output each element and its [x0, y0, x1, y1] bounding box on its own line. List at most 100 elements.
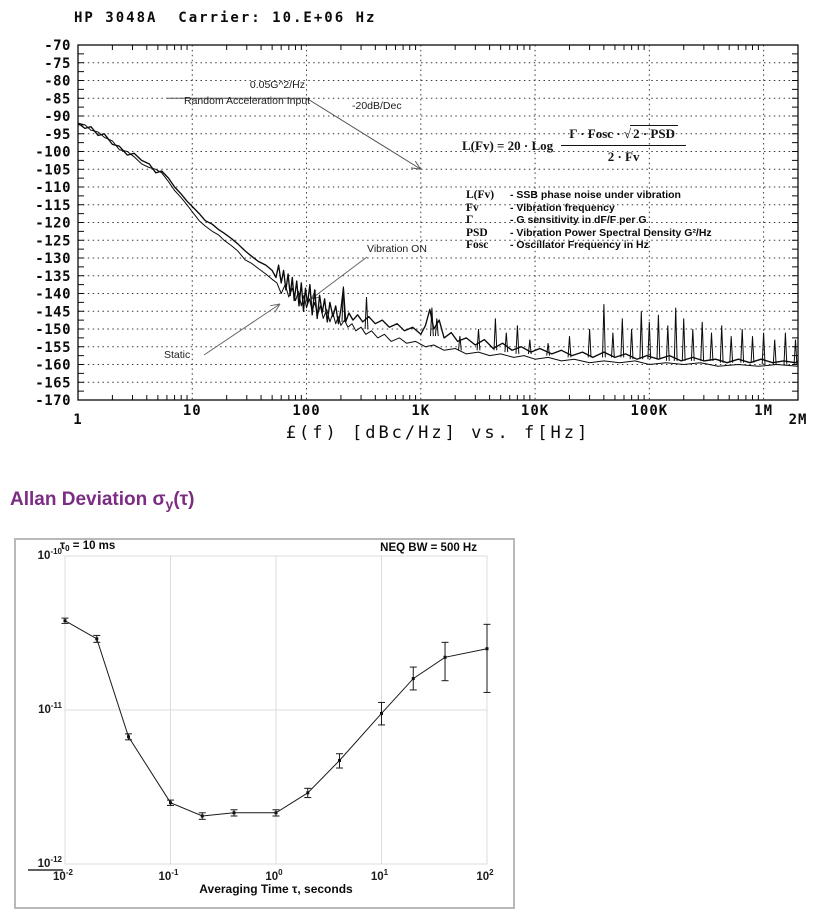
spur	[611, 332, 615, 358]
spur	[772, 339, 777, 365]
data-point-marker	[338, 758, 342, 762]
y-tick-label: -170	[35, 393, 71, 409]
spur	[567, 336, 572, 358]
spur	[793, 339, 798, 365]
x-tick-label: 10-1	[159, 868, 179, 883]
spur	[587, 328, 592, 358]
data-point-marker	[411, 677, 415, 681]
spur	[476, 328, 481, 351]
spur	[700, 321, 705, 361]
y-tick-label: -70	[44, 38, 71, 54]
y-tick-label: -160	[35, 358, 71, 374]
y-tick-label: -155	[35, 340, 71, 356]
x-tick-label: 10-2	[53, 868, 73, 883]
y-tick-label: 10-10	[38, 547, 63, 562]
formula-lhs: L(Fv) = 20 · Log	[462, 137, 554, 153]
data-point-marker	[127, 735, 131, 739]
x-tick-label: 100K	[630, 403, 668, 419]
x-tick-label: 10K	[521, 403, 549, 419]
y-tick-label: -150	[35, 322, 71, 338]
spur	[709, 332, 714, 361]
formula-radicand: 2 · PSD	[630, 125, 678, 141]
x-tick-label: 101	[371, 868, 389, 883]
formula-numerator-prefix: Γ · Fosc ·	[569, 126, 624, 141]
spur	[729, 336, 734, 363]
y-tick-label: -115	[35, 198, 71, 214]
random-acceleration-annotation: Random Acceleration Input	[184, 95, 311, 107]
spur	[690, 328, 695, 361]
x-axis-caption: £(f) [dBc/Hz] vs. f[Hz]	[285, 423, 591, 443]
spur	[602, 304, 606, 358]
spur	[719, 325, 724, 363]
spur	[665, 325, 670, 361]
phase-noise-formula: L(Fv) = 20 · Log Γ · Fosc · √ 2 · PSD 2 ·…	[462, 125, 686, 165]
spur	[458, 336, 462, 351]
arrowhead	[414, 160, 422, 170]
chart-title: HP 3048A Carrier: 10.E+06 Hz	[74, 10, 377, 26]
slope-annotation: -20dB/Dec	[352, 100, 402, 112]
spur	[434, 318, 439, 337]
spur	[493, 318, 498, 351]
legend-row: Fv - Vibration frequency	[466, 201, 615, 214]
y-tick-label: -100	[35, 145, 71, 161]
data-point-marker	[274, 811, 278, 815]
x-tick-label: 1M	[754, 403, 773, 419]
x-tick-label: 100	[292, 403, 320, 419]
spur	[656, 314, 661, 360]
x-tick-label: 102	[476, 868, 494, 883]
formula-denominator: 2 · Fv	[607, 149, 640, 164]
data-point-marker	[232, 811, 236, 815]
data-point-marker	[169, 801, 172, 805]
y-tick-label: -140	[35, 287, 71, 303]
x-tick-label: 2M	[789, 412, 808, 428]
y-tick-label: -90	[44, 109, 71, 125]
y-tick-label: -165	[35, 375, 71, 391]
data-point-marker	[485, 647, 489, 651]
spur	[750, 336, 755, 363]
vibration-on-callout-line	[310, 256, 368, 300]
y-tick-label: 10-12	[38, 855, 63, 870]
spur	[527, 339, 532, 354]
spur	[515, 325, 520, 354]
legend-row: L(Fv) - SSB phase noise under vibration	[466, 189, 681, 201]
y-tick-label: -125	[35, 233, 71, 249]
y-tick-label: -80	[44, 74, 71, 90]
trace-vibration-on	[77, 122, 799, 364]
allan-deviation-chart: 10-10 10-11 10-12 10-2 10-1 100 101 102 τ0 = 10…	[14, 538, 515, 909]
x-tick-label: 1K	[411, 403, 430, 419]
y-tick-label: -110	[35, 180, 71, 196]
y-tick-label: -130	[35, 251, 71, 267]
spur	[364, 296, 369, 330]
allan-deviation-heading: Allan Deviation σy(τ)	[10, 489, 195, 512]
plot-frame	[77, 44, 799, 401]
y-tick-label: -105	[35, 162, 71, 178]
spur	[620, 318, 625, 358]
spur	[673, 307, 678, 361]
spur	[341, 286, 346, 322]
data-point-marker	[380, 711, 383, 715]
legend-row: PSD - Vibration Power Spectral Density G²…	[466, 226, 712, 239]
spur	[761, 332, 766, 365]
legend-row: Γ- G sensitivity in dF/F per G	[466, 214, 647, 227]
formula-legend: L(Fv) - SSB phase noise under vibration F…	[466, 189, 712, 252]
spur	[430, 307, 434, 337]
y-tick-label: -95	[44, 127, 71, 143]
spur	[546, 343, 550, 356]
trace-static	[77, 122, 799, 367]
spur	[647, 321, 652, 360]
neq-bw-annotation: NEQ BW = 500 Hz	[380, 542, 477, 554]
spur	[504, 332, 509, 353]
data-point-marker	[95, 637, 99, 641]
spur	[629, 328, 634, 360]
psd-level-annotation: 0.05G^2/Hz	[249, 79, 305, 91]
data-point-marker	[306, 791, 310, 795]
data-point-marker	[200, 814, 204, 818]
data-point-marker	[63, 619, 67, 623]
arrowhead	[274, 303, 281, 313]
arrowhead	[270, 303, 281, 307]
spur	[783, 332, 788, 365]
sqrt-sign: √	[623, 126, 632, 141]
x-tick-label: 10	[183, 403, 202, 419]
